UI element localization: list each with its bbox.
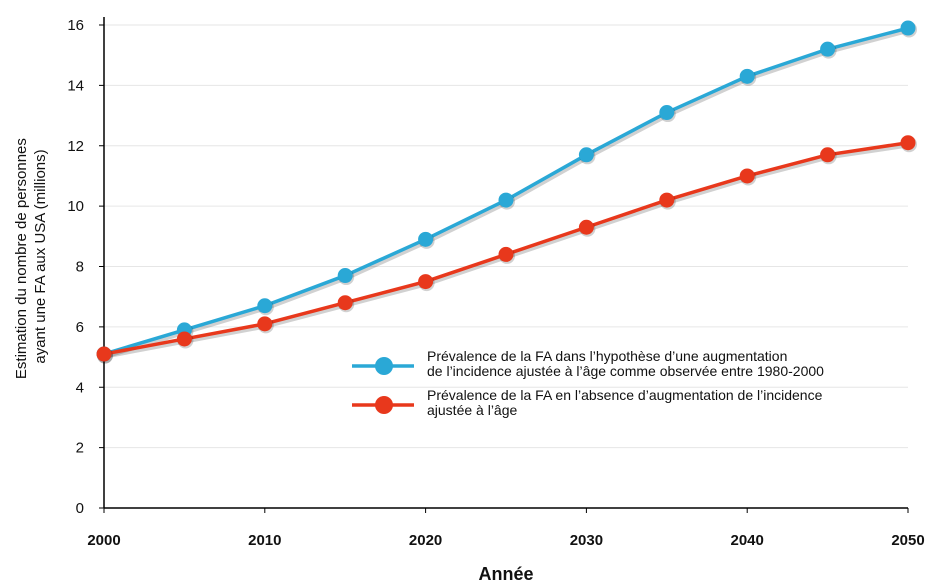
x-tick-label: 2050 [891, 532, 924, 549]
x-tick-label: 2030 [570, 532, 603, 549]
x-tick-label: 2000 [87, 532, 120, 549]
data-point [257, 298, 273, 314]
data-point [96, 346, 112, 362]
legend-marker [375, 396, 393, 414]
axes [103, 17, 908, 509]
series-1 [96, 20, 917, 364]
series-line [103, 26, 909, 356]
y-axis-label-line-1: Estimation du nombre de personnes [13, 138, 30, 379]
legend-label: Prévalence de la FA en l’absence d’augme… [427, 387, 823, 403]
legend-item-1: Prévalence de la FA dans l’hypothèse d’u… [352, 348, 824, 379]
data-point [739, 168, 755, 184]
data-point [498, 246, 514, 262]
series [96, 20, 917, 364]
series-2 [96, 135, 917, 364]
y-tick-label: 14 [67, 77, 84, 94]
data-point [257, 316, 273, 332]
data-point [176, 331, 192, 347]
data-point [498, 192, 514, 208]
x-tick-labels: 2000 2010 2020 2030 2040 2050 [87, 508, 925, 549]
legend-label: Prévalence de la FA dans l’hypothèse d’u… [427, 348, 787, 364]
data-point [337, 268, 353, 284]
data-point [337, 295, 353, 311]
y-tick-label: 6 [76, 319, 84, 336]
x-tick-label: 2020 [409, 532, 442, 549]
data-point [900, 135, 916, 151]
grid-lines [104, 24, 908, 449]
x-tick-label: 2010 [248, 532, 281, 549]
legend-label: ajustée à l’âge [427, 402, 518, 418]
x-tick-label: 2040 [731, 532, 764, 549]
y-tick-label: 0 [76, 500, 84, 517]
legend-label: de l’incidence ajustée à l’âge comme obs… [427, 363, 824, 379]
data-point [578, 219, 594, 235]
y-tick-label: 8 [76, 259, 84, 276]
x-axis-label: Année [478, 564, 533, 584]
y-tick-label: 10 [67, 198, 84, 215]
data-point [820, 147, 836, 163]
y-tick-label: 16 [67, 17, 84, 34]
legend-item-2: Prévalence de la FA en l’absence d’augme… [352, 387, 823, 418]
data-point [578, 147, 594, 163]
data-point [659, 105, 675, 121]
data-point [820, 41, 836, 57]
y-tick-label: 4 [76, 379, 84, 396]
data-point [418, 231, 434, 247]
legend: Prévalence de la FA dans l’hypothèse d’u… [352, 348, 824, 418]
data-point [739, 68, 755, 84]
data-point [418, 274, 434, 290]
legend-marker [375, 357, 393, 375]
y-tick-label: 12 [67, 138, 84, 155]
data-point [659, 192, 675, 208]
y-tick-labels: 0 2 4 6 8 10 12 14 16 [67, 17, 104, 517]
y-axis-label-line-2: ayant une FA aux USA (millions) [32, 149, 49, 363]
y-axis-label: Estimation du nombre de personnes ayant … [13, 134, 49, 379]
data-point [900, 20, 916, 36]
y-tick-label: 2 [76, 440, 84, 457]
